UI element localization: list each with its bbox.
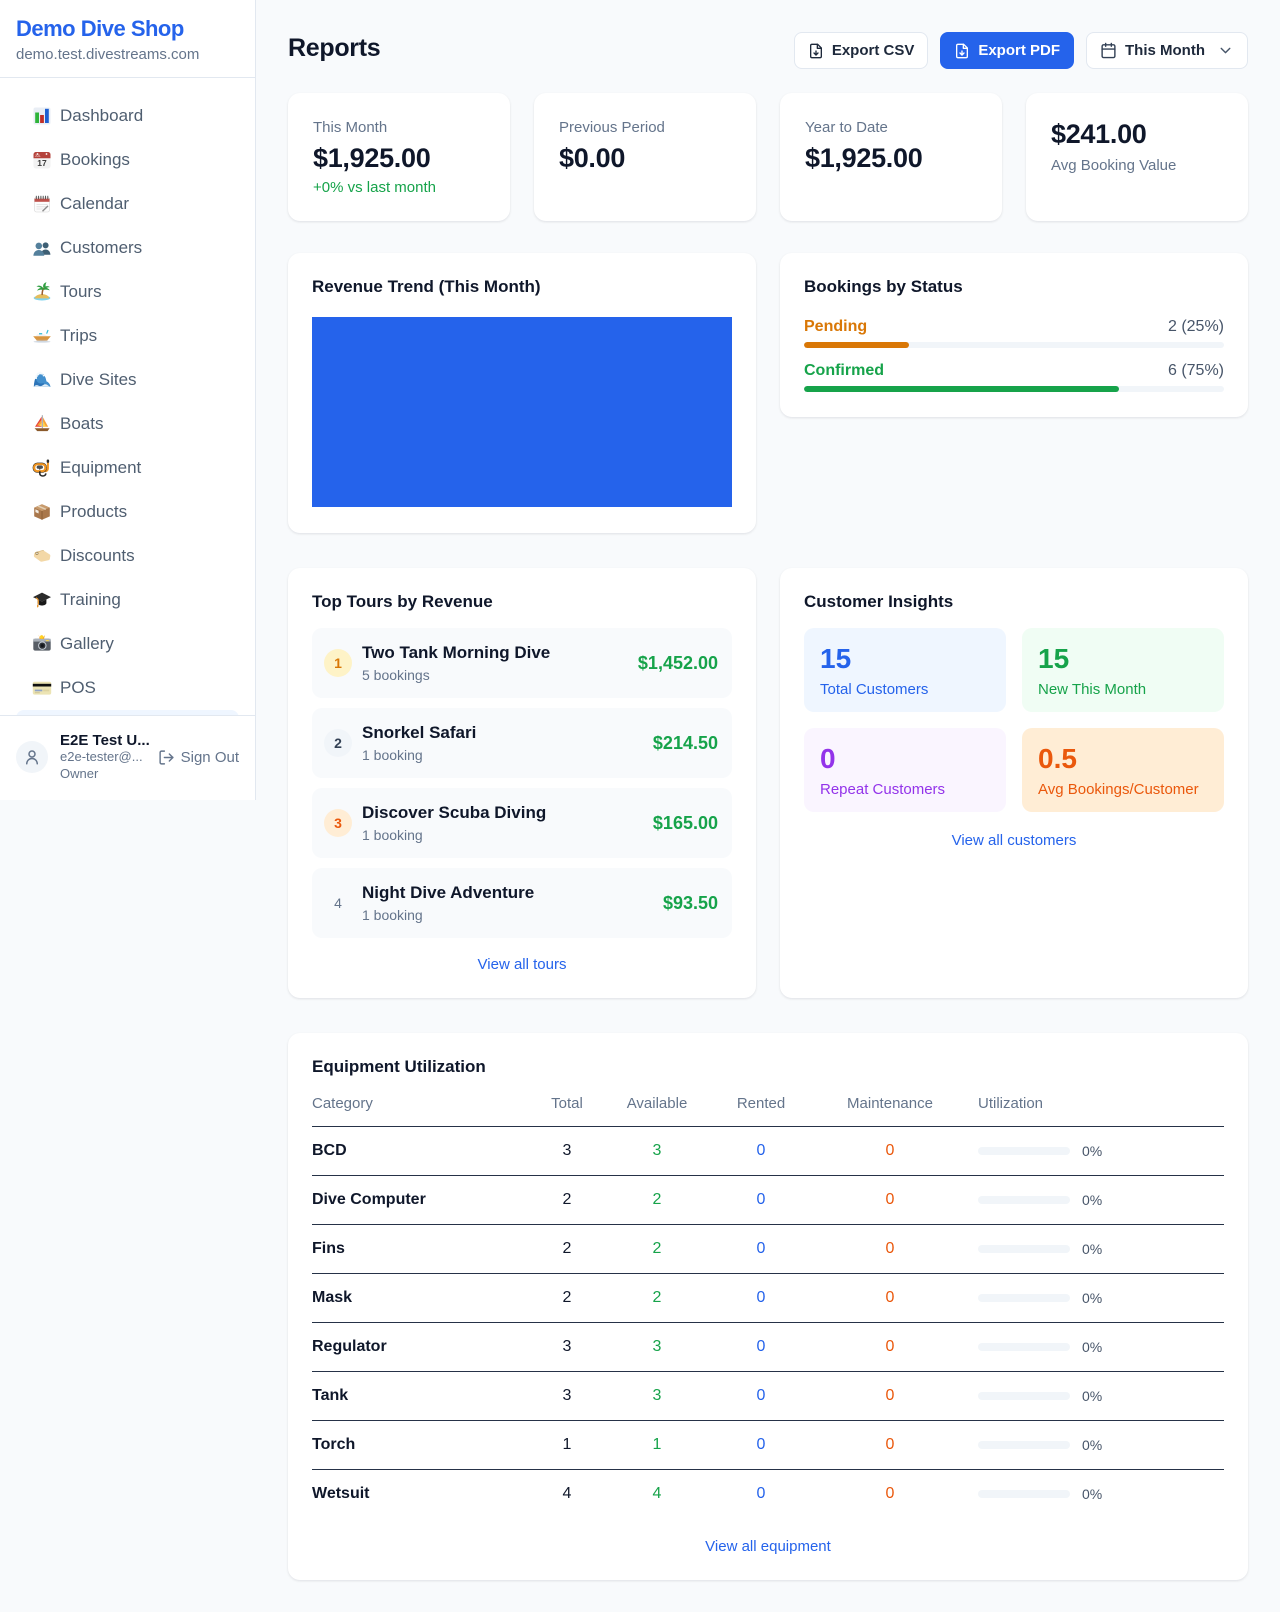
svg-text:JUL: JUL <box>35 154 41 158</box>
svg-text:17: 17 <box>37 158 47 168</box>
